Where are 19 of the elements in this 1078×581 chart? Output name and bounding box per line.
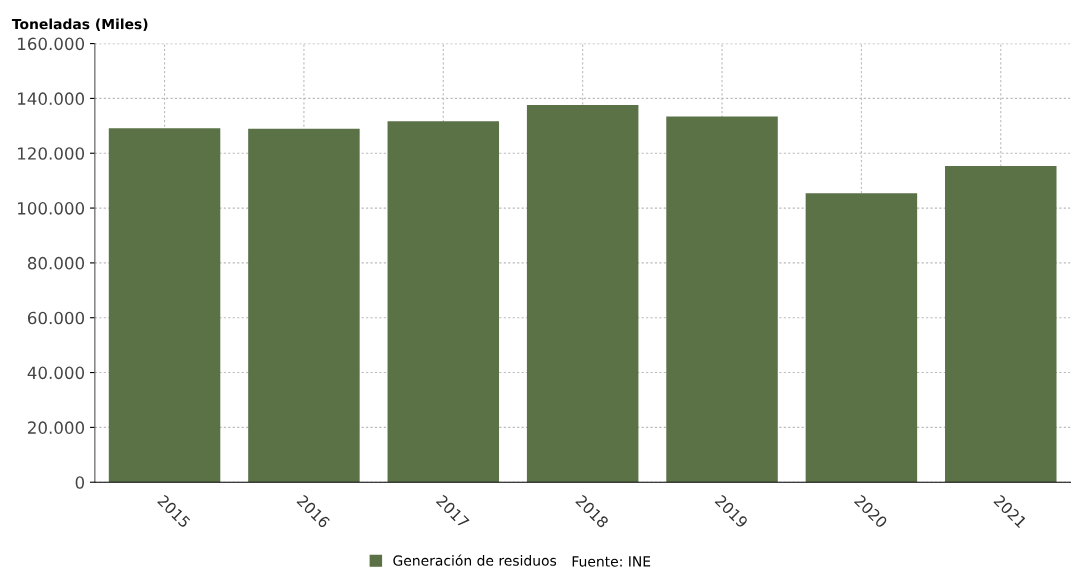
- source-note: Fuente: INE: [572, 556, 651, 567]
- y-tick-label: 140.000: [18, 92, 85, 105]
- y-tick-label: 60.000: [27, 311, 85, 325]
- y-tick-label: 80.000: [27, 256, 85, 270]
- y-axis-title: Toneladas (Miles): [11, 18, 148, 31]
- y-tick-label: 40.000: [27, 366, 85, 380]
- bar: [666, 116, 778, 483]
- bar: [108, 128, 221, 483]
- bar: [387, 121, 500, 483]
- bar: [945, 166, 1057, 483]
- y-tick-label: 20.000: [28, 421, 85, 434]
- y-tick-label: 0: [75, 476, 85, 489]
- bar: [248, 128, 360, 483]
- y-tick-label: 120.000: [18, 147, 85, 160]
- legend-label: Generación de residuos: [393, 554, 557, 566]
- y-tick-label: 160.000: [18, 37, 85, 51]
- bar: [526, 104, 639, 483]
- bar: [805, 193, 918, 483]
- y-tick-label: 100.000: [18, 202, 85, 215]
